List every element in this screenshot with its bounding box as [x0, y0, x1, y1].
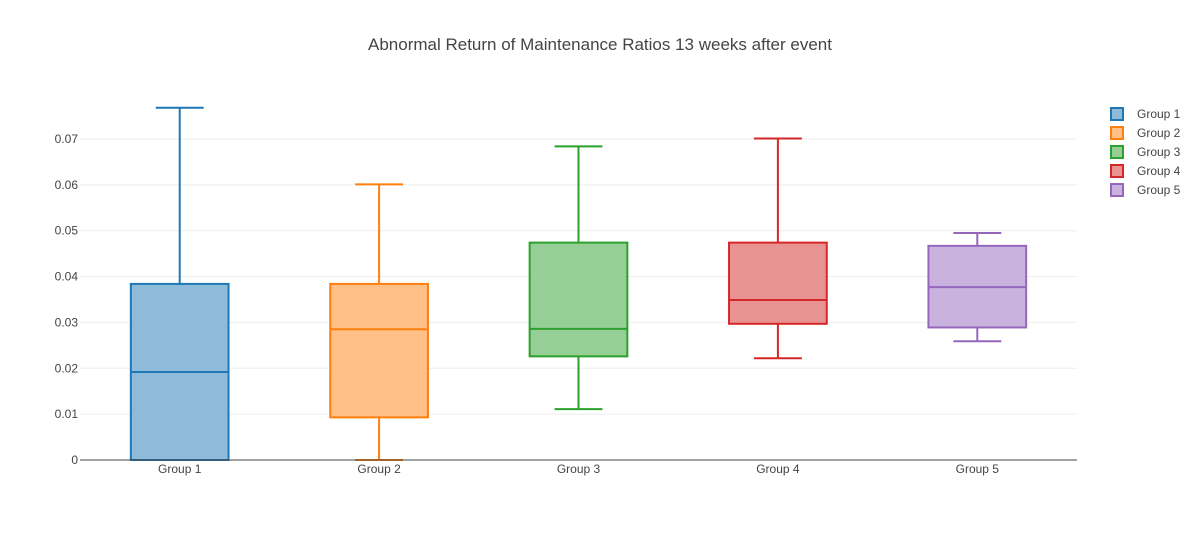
y-tick-label: 0.02 [55, 361, 79, 375]
iqr-box [728, 241, 828, 325]
box-3 [528, 145, 629, 411]
legend-label: Group 5 [1137, 183, 1181, 197]
legend-item-4[interactable]: Group 4 [1110, 164, 1181, 178]
box-4 [728, 137, 828, 360]
box-2 [329, 183, 429, 461]
legend[interactable]: Group 1 Group 2 Group 3 Group 4 Group 5 [1110, 107, 1181, 197]
box-5 [927, 231, 1028, 343]
legend-swatch [1110, 107, 1124, 121]
y-tick-label: 0.05 [55, 224, 79, 238]
legend-swatch [1110, 183, 1124, 197]
legend-item-1[interactable]: Group 1 [1110, 107, 1181, 121]
x-tick-label: Group 4 [756, 462, 800, 476]
y-tick-label: 0.04 [55, 270, 79, 284]
x-tick-label: Group 2 [357, 462, 401, 476]
iqr-box [329, 282, 429, 419]
x-axis-ticks: Group 1 Group 2 Group 3 Group 4 Group 5 [158, 462, 999, 476]
iqr-box [528, 241, 629, 358]
x-tick-label: Group 3 [557, 462, 601, 476]
legend-label: Group 2 [1137, 126, 1181, 140]
box-1 [129, 106, 230, 462]
y-tick-label: 0.06 [55, 178, 79, 192]
y-tick-label: 0.03 [55, 315, 79, 329]
boxes [129, 106, 1028, 462]
x-tick-label: Group 5 [956, 462, 1000, 476]
y-tick-label: 0 [71, 453, 78, 467]
legend-label: Group 3 [1137, 145, 1181, 159]
chart-title: Abnormal Return of Maintenance Ratios 13… [368, 35, 832, 54]
x-tick-label: Group 1 [158, 462, 202, 476]
legend-swatch [1110, 126, 1124, 140]
y-tick-label: 0.07 [55, 132, 79, 146]
y-axis-ticks: 0 0.01 0.02 0.03 0.04 0.05 0.06 0.07 [55, 132, 79, 467]
legend-label: Group 1 [1137, 107, 1181, 121]
y-tick-label: 0.01 [55, 407, 79, 421]
legend-swatch [1110, 164, 1124, 178]
legend-swatch [1110, 145, 1124, 159]
legend-item-5[interactable]: Group 5 [1110, 183, 1181, 197]
legend-label: Group 4 [1137, 164, 1181, 178]
legend-item-2[interactable]: Group 2 [1110, 126, 1181, 140]
legend-item-3[interactable]: Group 3 [1110, 145, 1181, 159]
